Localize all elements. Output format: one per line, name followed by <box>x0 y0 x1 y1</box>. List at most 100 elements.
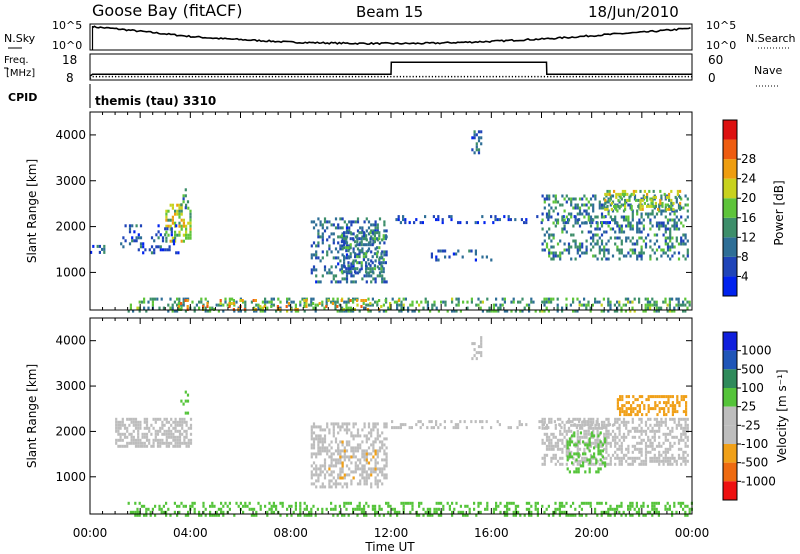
velocity-cell <box>359 479 362 483</box>
velocity-cell <box>365 482 368 486</box>
velocity-cell <box>317 446 320 450</box>
power-cell <box>578 303 581 307</box>
velocity-cell <box>378 479 382 483</box>
power-cell <box>442 300 445 304</box>
velocity-cell <box>479 510 482 514</box>
power-cell <box>424 215 427 219</box>
power-cell <box>649 257 652 261</box>
velocity-cell <box>651 435 654 439</box>
velocity-cell <box>566 455 569 459</box>
power-cell <box>382 270 385 274</box>
velocity-cell <box>647 410 650 414</box>
velocity-cell <box>674 407 677 411</box>
power-cell <box>666 309 669 313</box>
velocity-cell <box>312 504 315 508</box>
power-cell <box>159 248 162 252</box>
power-cell <box>189 218 192 222</box>
velocity-ytick-label-3: 4000 <box>55 334 86 348</box>
power-cell <box>174 233 177 237</box>
power-cell <box>501 297 504 301</box>
power-cell <box>565 248 568 252</box>
velocity-cell <box>339 476 342 480</box>
velocity-cell <box>575 452 578 456</box>
velocity-cell <box>621 407 624 411</box>
velocity-cell <box>345 422 349 426</box>
power-cell <box>292 300 295 304</box>
velocity-cell <box>594 456 597 460</box>
power-cell <box>373 240 376 244</box>
velocity-cell <box>652 395 655 399</box>
power-cell <box>640 245 643 249</box>
velocity-cell <box>176 420 179 424</box>
power-cell <box>448 215 451 219</box>
velocity-cell <box>128 423 131 427</box>
power-cell <box>341 232 344 236</box>
power-cell <box>675 224 678 228</box>
velocity-cell <box>620 501 623 505</box>
power-cell <box>367 220 371 224</box>
velocity-cell <box>363 482 366 486</box>
power-cell <box>547 300 550 304</box>
velocity-cell <box>614 420 617 424</box>
velocity-cell <box>184 504 187 508</box>
power-cell <box>666 245 670 249</box>
velocity-cell <box>337 425 340 429</box>
power-cell <box>360 264 363 268</box>
velocity-cell <box>383 443 386 447</box>
power-cell <box>142 251 145 255</box>
velocity-cell <box>660 407 663 411</box>
power-cell <box>543 248 546 252</box>
velocity-cell <box>387 510 390 514</box>
power-cell <box>184 206 187 210</box>
velocity-cell <box>372 425 375 429</box>
power-cell <box>332 241 335 245</box>
velocity-cell <box>484 507 487 511</box>
power-cell <box>596 227 599 231</box>
velocity-cell <box>480 351 483 355</box>
velocity-cell <box>682 410 685 414</box>
velocity-cell <box>567 513 570 517</box>
velocity-cell <box>630 407 633 411</box>
power-cell <box>430 255 433 259</box>
power-cell <box>466 300 469 304</box>
velocity-cell <box>315 425 318 429</box>
velocity-cell <box>453 507 456 511</box>
velocity-cell <box>415 510 418 514</box>
velocity-cell <box>578 462 582 466</box>
velocity-cell <box>611 453 615 457</box>
power-cell <box>583 251 586 255</box>
velocity-cell <box>345 443 349 447</box>
power-cell <box>613 189 616 193</box>
velocity-cell <box>288 504 291 508</box>
velocity-cell <box>365 479 368 483</box>
velocity-cell <box>451 510 454 514</box>
velocity-cell <box>115 441 118 445</box>
velocity-cell <box>664 420 667 424</box>
power-cell <box>662 209 665 213</box>
velocity-cell <box>464 504 467 508</box>
velocity-cell <box>618 504 621 508</box>
velocity-colorbar-tick-label: -25 <box>741 418 761 432</box>
velocity-cell <box>644 462 648 466</box>
velocity-cell <box>134 417 138 421</box>
power-cell <box>143 300 146 304</box>
velocity-cell <box>638 447 641 451</box>
power-cell <box>666 242 670 246</box>
power-cell <box>332 297 335 301</box>
velocity-cell <box>607 432 610 436</box>
power-cell <box>548 197 551 201</box>
power-cell <box>611 194 615 198</box>
velocity-cell <box>399 423 402 427</box>
power-cell <box>614 215 617 219</box>
power-cell <box>671 236 674 240</box>
velocity-cell <box>507 426 510 430</box>
power-cell <box>673 218 676 222</box>
power-cell <box>321 235 324 239</box>
power-cell <box>470 249 473 253</box>
power-cell <box>354 235 357 239</box>
velocity-cell <box>567 417 571 421</box>
power-cell <box>581 245 584 249</box>
velocity-cell <box>656 404 659 408</box>
power-cell <box>570 233 573 237</box>
